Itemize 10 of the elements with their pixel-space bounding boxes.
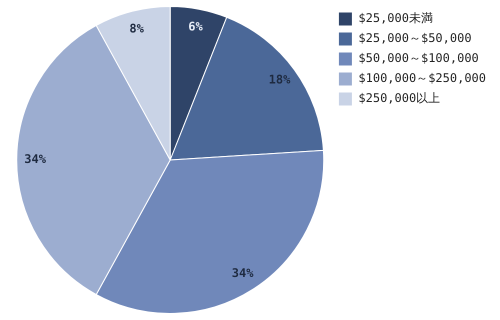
legend-label: $25,000～$50,000 <box>358 31 472 46</box>
legend-label: $250,000以上 <box>358 91 440 106</box>
data-label: 34% <box>232 266 254 280</box>
data-label: 34% <box>24 152 47 166</box>
data-label: 18% <box>268 72 292 87</box>
legend-label: $100,000～$250,000 <box>358 71 486 86</box>
legend-label: $50,000～$100,000 <box>358 51 479 66</box>
data-label: 6% <box>188 19 204 34</box>
legend-label: $25,000未満 <box>358 11 433 26</box>
data-label: 8% <box>129 21 145 36</box>
